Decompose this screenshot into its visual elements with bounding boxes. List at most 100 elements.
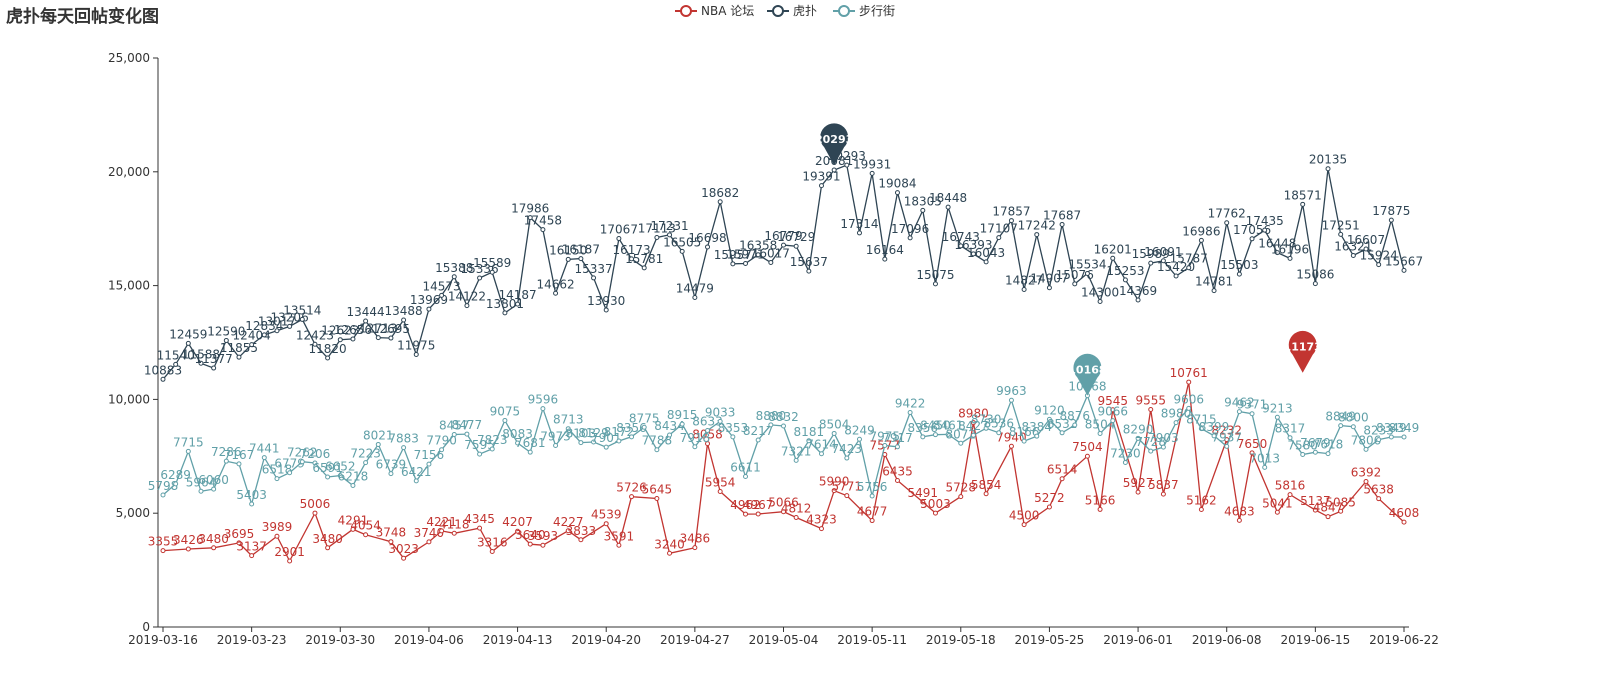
- data-label: 5771: [832, 480, 863, 494]
- data-label: 5085: [1325, 495, 1356, 509]
- data-point: [1110, 418, 1116, 424]
- data-point: [185, 546, 191, 552]
- data-label: 4221: [426, 515, 457, 529]
- data-label: 5954: [705, 475, 736, 489]
- data-point: [1363, 246, 1369, 252]
- data-point: [806, 268, 812, 274]
- data-point: [1287, 255, 1293, 261]
- max-marker-pin-icon: [820, 123, 849, 166]
- data-point: [1186, 265, 1192, 271]
- data-point: [261, 332, 267, 338]
- data-point: [236, 461, 242, 467]
- data-point: [1338, 231, 1344, 237]
- data-point: [1046, 504, 1052, 510]
- data-point: [641, 424, 647, 430]
- data-label: 17687: [1043, 208, 1081, 222]
- data-label: 4500: [1009, 509, 1040, 523]
- data-label: 7917: [882, 431, 913, 445]
- data-label: 7728: [1135, 435, 1166, 449]
- data-label: 12656: [334, 323, 372, 337]
- data-point: [325, 545, 331, 551]
- data-point: [1325, 166, 1331, 172]
- data-label: 8166: [1009, 425, 1040, 439]
- data-point: [945, 204, 951, 210]
- data-label: 8980: [1161, 407, 1192, 421]
- y-tick-label: 5,000: [116, 506, 150, 520]
- data-label: 7715: [173, 435, 204, 449]
- data-point: [996, 430, 1002, 436]
- data-label: 8633: [692, 415, 723, 429]
- data-point: [970, 251, 976, 257]
- data-label: 10761: [1170, 366, 1208, 380]
- data-label: 15971: [726, 248, 764, 262]
- data-point: [856, 436, 862, 442]
- data-label: 6421: [401, 465, 432, 479]
- data-point: [1388, 217, 1394, 223]
- data-label: 8876: [1059, 409, 1090, 423]
- data-label: 13930: [587, 294, 625, 308]
- data-point: [1198, 507, 1204, 513]
- data-label: 4812: [781, 501, 812, 515]
- x-tick-label: 2019-04-06: [394, 633, 464, 647]
- legend-item-hupu[interactable]: 虎扑: [767, 2, 817, 19]
- data-point: [768, 422, 774, 428]
- data-point: [1160, 258, 1166, 264]
- data-label: 15781: [625, 252, 663, 266]
- data-point: [325, 355, 331, 361]
- data-label: 17096: [891, 222, 929, 236]
- data-point: [1122, 459, 1128, 465]
- data-label: 14479: [676, 281, 714, 295]
- data-label: 16017: [752, 246, 790, 260]
- data-label: 9545: [1097, 394, 1128, 408]
- data-label: 17458: [524, 214, 562, 228]
- data-point: [1376, 496, 1382, 502]
- data-label: 14369: [1119, 284, 1157, 298]
- data-label: 7823: [477, 433, 508, 447]
- data-point: [413, 478, 419, 484]
- data-point: [1135, 489, 1141, 495]
- data-label: 8021: [363, 428, 394, 442]
- data-point: [1198, 237, 1204, 243]
- data-label: 13206: [271, 310, 309, 324]
- data-label: 6591: [312, 461, 343, 475]
- data-label: 4345: [464, 512, 495, 526]
- legend-label-hupu: 虎扑: [793, 4, 818, 18]
- data-point: [768, 259, 774, 265]
- x-tick-label: 2019-06-15: [1280, 633, 1350, 647]
- data-label: 16173: [612, 243, 650, 257]
- legend-item-buxingjie[interactable]: 步行街: [833, 2, 895, 19]
- data-label: 6518: [262, 463, 293, 477]
- data-point: [692, 545, 698, 551]
- data-label: 13969: [410, 293, 448, 307]
- data-point: [1262, 227, 1268, 233]
- data-label: 6218: [338, 469, 369, 483]
- data-point: [565, 528, 571, 534]
- data-point: [1173, 273, 1179, 279]
- data-point: [578, 256, 584, 262]
- x-tick-label: 2019-03-23: [217, 633, 287, 647]
- data-point: [1300, 451, 1306, 457]
- data-label: 8129: [578, 426, 609, 440]
- data-label: 8980: [958, 407, 989, 421]
- data-point: [730, 261, 736, 267]
- data-label: 3748: [376, 526, 407, 540]
- data-label: 15075: [916, 268, 954, 282]
- data-label: 11377: [195, 352, 233, 366]
- data-point: [869, 170, 875, 176]
- data-point: [160, 548, 166, 554]
- data-label: 15076: [1056, 268, 1094, 282]
- data-point: [1262, 464, 1268, 470]
- data-point: [1287, 435, 1293, 441]
- data-point: [401, 445, 407, 451]
- legend-item-nba[interactable]: NBA 论坛: [675, 2, 754, 19]
- data-point: [325, 474, 331, 480]
- data-point: [983, 425, 989, 431]
- data-label: 6435: [882, 465, 913, 479]
- data-label: 13444: [347, 305, 385, 319]
- data-point: [1097, 506, 1103, 512]
- data-label: 12590: [207, 324, 245, 338]
- data-label: 7504: [1072, 440, 1103, 454]
- data-label: 13514: [283, 303, 321, 317]
- data-point: [932, 510, 938, 516]
